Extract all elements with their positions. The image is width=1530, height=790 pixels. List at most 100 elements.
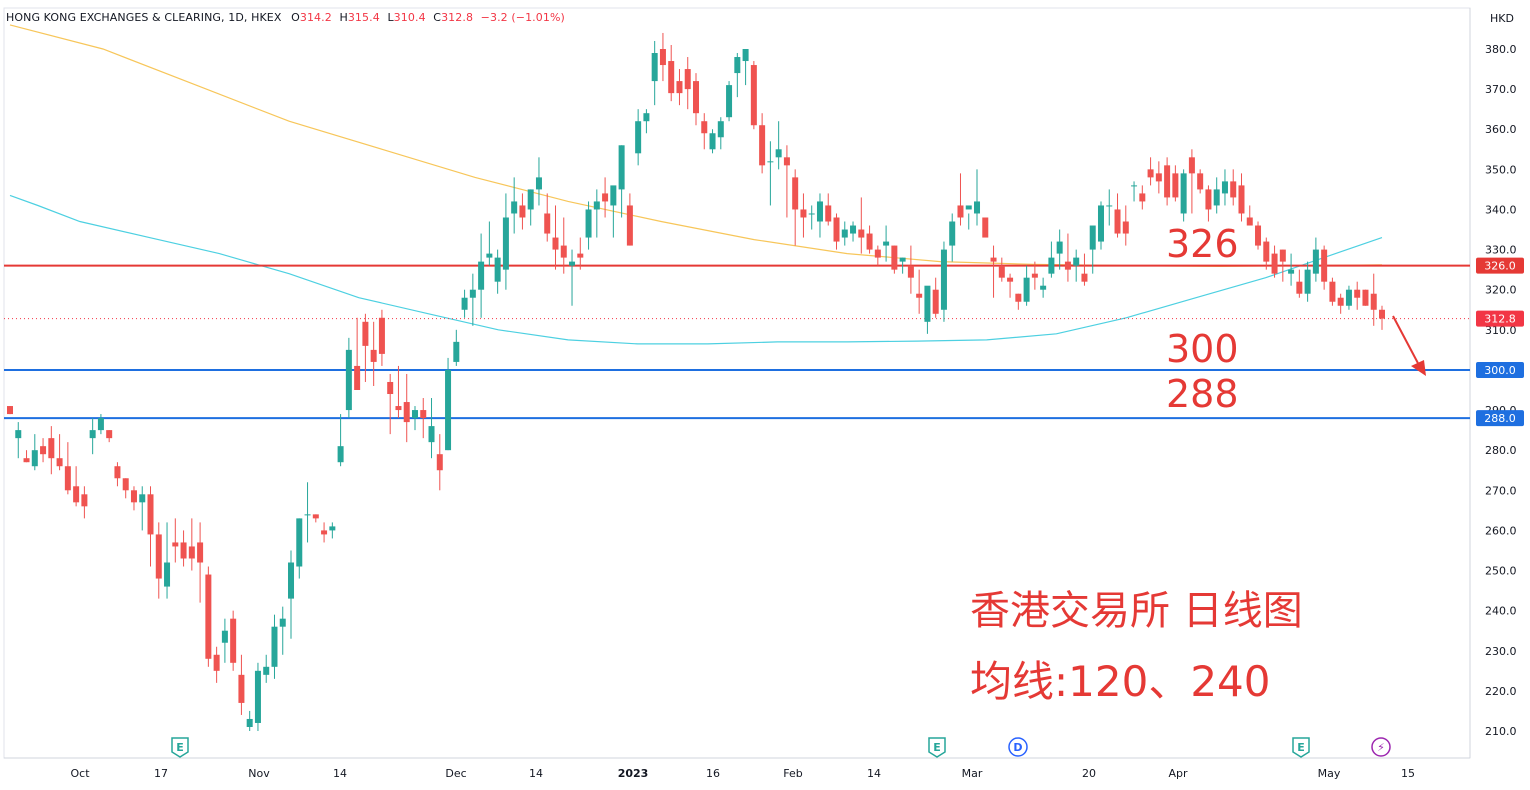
candle-body [1230, 181, 1237, 198]
candle-body [1164, 165, 1171, 198]
high-value: 315.4 [347, 11, 380, 24]
candle-body [312, 514, 319, 519]
trend-arrow-shaft [1392, 315, 1421, 368]
candle-body [1114, 209, 1121, 234]
candle-body [106, 430, 113, 439]
y-tick-label: 330.0 [1485, 244, 1517, 257]
candle-body [1238, 185, 1245, 214]
candle-body [932, 289, 939, 314]
candle-body [990, 257, 997, 262]
candle-body [734, 57, 741, 74]
trend-arrow-head [1411, 360, 1426, 376]
currency-label[interactable]: HKD [1490, 12, 1514, 25]
y-tick-label: 360.0 [1485, 123, 1517, 136]
candle-body [858, 229, 865, 238]
candle-body [1271, 253, 1278, 274]
candle-body [378, 317, 385, 354]
annotation-level-288: 288 [1166, 372, 1239, 416]
candle-body [585, 209, 592, 238]
candle-body [1279, 249, 1286, 262]
candle-body [668, 61, 675, 94]
candle-body [238, 674, 245, 703]
candle-body [321, 530, 328, 535]
candle-body [188, 546, 195, 559]
candle-body [221, 630, 228, 643]
x-tick-label: Oct [70, 767, 90, 780]
candle-body [949, 221, 956, 246]
candle-body [693, 81, 699, 114]
candle-body [73, 486, 80, 503]
candle-body [279, 618, 286, 627]
x-tick-label: 15 [1401, 767, 1415, 780]
low-value: 310.4 [393, 11, 426, 24]
x-tick-label: Feb [783, 767, 802, 780]
split-marker-glyph: ⚡ [1377, 741, 1385, 754]
candle-body [916, 293, 923, 298]
candle-body [370, 349, 377, 362]
price-axis-label-bg [1476, 361, 1524, 378]
price-axis-label-bg [1476, 410, 1524, 427]
earnings-marker[interactable] [1292, 737, 1310, 758]
candle-body [808, 213, 815, 215]
x-tick-label: 14 [867, 767, 881, 780]
candle-body [1370, 293, 1377, 310]
candle-body [709, 133, 716, 150]
candle-body [1188, 157, 1195, 174]
candle-body [1304, 269, 1311, 294]
candle-body [254, 670, 261, 723]
earnings-marker-glyph: E [1297, 741, 1305, 754]
candle-body [535, 177, 542, 190]
candle-body [577, 253, 584, 258]
open-value: 314.2 [299, 11, 332, 24]
candle-body [527, 189, 534, 210]
candle-body [1131, 185, 1138, 187]
candle-body [750, 65, 757, 126]
x-tick-label: 16 [706, 767, 720, 780]
close-value: 312.8 [441, 11, 474, 24]
candle-body [1345, 289, 1352, 306]
candle-body [907, 265, 914, 278]
candle-body [544, 213, 551, 234]
candle-body [1048, 257, 1055, 274]
y-tick-label: 340.0 [1485, 203, 1517, 216]
candle-body [841, 229, 848, 238]
dividend-marker[interactable] [1008, 737, 1028, 757]
candle-body [940, 249, 947, 310]
candle-body [445, 369, 452, 451]
earnings-marker[interactable] [171, 737, 189, 758]
y-tick-label: 210.0 [1485, 725, 1517, 738]
x-tick-label: 20 [1082, 767, 1096, 780]
annotation-level-300: 300 [1166, 327, 1239, 371]
candle-body [717, 121, 724, 138]
low-label: L [387, 11, 394, 24]
candle-body [1288, 269, 1295, 274]
candle-body [230, 618, 237, 663]
candle-body [197, 542, 204, 563]
candle-body [1056, 241, 1063, 254]
candle-body [883, 241, 890, 246]
candle-body [825, 205, 832, 222]
x-tick-label: 17 [154, 767, 168, 780]
candle-body [486, 253, 493, 258]
candle-body [783, 157, 790, 166]
candle-body [792, 177, 799, 210]
y-tick-label: 310.0 [1485, 324, 1517, 337]
candle-body [982, 217, 989, 238]
candle-body [1329, 281, 1336, 302]
split-marker[interactable] [1371, 737, 1391, 757]
candle-body [519, 205, 526, 218]
annotation-title: 香港交易所 日线图 [970, 588, 1303, 634]
earnings-marker[interactable] [928, 737, 946, 758]
candle-body [1379, 309, 1385, 319]
candle-body [114, 466, 121, 479]
candle-body [1205, 189, 1212, 210]
candle-body [1213, 189, 1220, 206]
candle-body [1221, 181, 1228, 194]
candle-body [998, 265, 1005, 278]
candle-body [1354, 289, 1361, 298]
candle-body [866, 233, 873, 250]
candle-body [15, 430, 22, 439]
candle-body [701, 121, 708, 134]
candle-body [130, 490, 137, 503]
